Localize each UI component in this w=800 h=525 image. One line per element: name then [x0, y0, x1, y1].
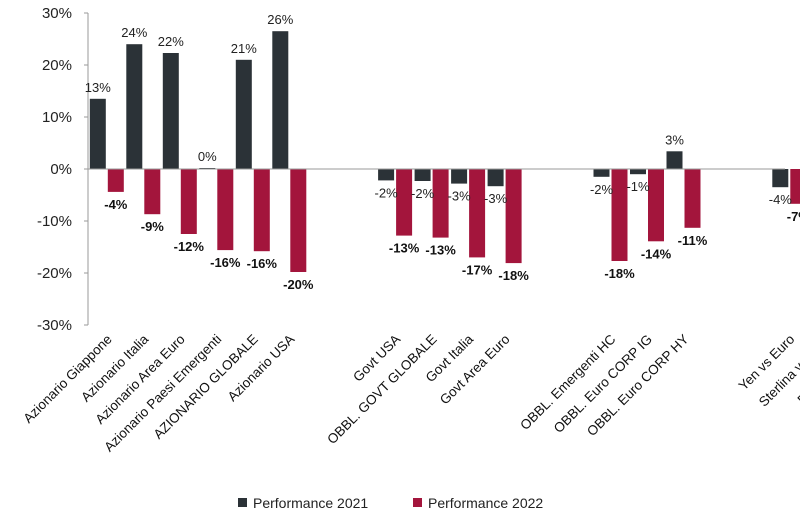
y-tick-label: 10% — [42, 109, 72, 126]
bar-2021-4 — [235, 59, 252, 169]
data-label-2021-4: 21% — [231, 41, 257, 56]
bar-2022-1 — [144, 169, 161, 215]
bar-2021-6 — [378, 169, 395, 181]
y-tick-label: -30% — [37, 317, 72, 334]
bar-2022-2 — [180, 169, 197, 234]
data-label-2022-3: -16% — [210, 255, 241, 270]
bar-2022-8 — [469, 169, 486, 258]
data-label-2021-11: -1% — [626, 179, 650, 194]
legend: Performance 2021 Performance 2022 — [238, 495, 543, 511]
data-label-2021-0: 13% — [85, 80, 111, 95]
bar-2022-3 — [217, 169, 234, 251]
data-label-2021-9: -3% — [484, 191, 508, 206]
bar-2021-1 — [126, 44, 143, 170]
bar-2021-0 — [89, 98, 106, 169]
bar-2021-7 — [414, 169, 431, 181]
bar-2021-2 — [162, 53, 179, 169]
data-label-2022-12: -11% — [678, 233, 708, 248]
bar-2022-0 — [107, 169, 124, 192]
data-label-2022-5: -20% — [283, 277, 314, 292]
bar-2021-5 — [272, 31, 289, 170]
data-label-2022-13: -7% — [787, 209, 800, 224]
bar-2022-11 — [648, 169, 664, 242]
bar-2021-9 — [487, 169, 504, 187]
series-performance-2021-bars — [89, 31, 789, 188]
bar-2022-10 — [611, 169, 628, 261]
y-tick-label: -10% — [37, 213, 72, 230]
legend-swatch-performance-2022 — [413, 498, 422, 507]
data-label-2021-5: 26% — [267, 12, 293, 27]
bar-2022-4 — [253, 169, 270, 252]
data-label-2021-3: 0% — [198, 149, 217, 164]
data-label-2022-1: -9% — [141, 219, 165, 234]
data-label-2021-6: -2% — [375, 185, 399, 200]
y-tick-label: 20% — [42, 57, 72, 74]
bar-2021-11 — [630, 169, 646, 175]
data-label-2021-12: 3% — [665, 132, 684, 147]
data-label-2022-7: -13% — [425, 243, 456, 258]
y-axis-ticks: 30% 20% 10% 0% -10% -20% -30% — [37, 5, 88, 334]
data-label-2022-10: -18% — [604, 266, 635, 281]
data-label-2021-2: 22% — [158, 34, 184, 49]
data-label-2022-9: -18% — [498, 268, 529, 283]
legend-label-performance-2021: Performance 2021 — [253, 495, 368, 511]
bar-2021-10 — [593, 169, 610, 177]
bar-2022-12 — [684, 169, 701, 228]
data-label-2021-7: -2% — [411, 186, 435, 201]
x-tick-label: Azionario USA — [225, 332, 298, 405]
y-tick-label: 0% — [50, 161, 72, 178]
data-label-2022-4: -16% — [247, 256, 278, 271]
data-label-2022-6: -13% — [389, 241, 420, 256]
axes — [87, 13, 785, 325]
data-label-2021-1: 24% — [121, 25, 147, 40]
bar-2022-5 — [290, 169, 307, 272]
bar-2022-6 — [396, 169, 413, 236]
y-tick-label: 30% — [42, 5, 72, 22]
data-label-2021-8: -3% — [448, 189, 472, 204]
bar-2022-9 — [505, 169, 522, 264]
y-tick-label: -20% — [37, 265, 72, 282]
data-label-2022-2: -12% — [174, 239, 205, 254]
data-labels: 13% 24% 22% 0% 21% 26% -2% -2% -3% -3% -2% -1% 3% -4%… — [85, 12, 800, 292]
bar-2021-12 — [666, 151, 683, 169]
bar-2021-8 — [451, 169, 468, 184]
bar-2022-13 — [790, 169, 800, 204]
legend-label-performance-2022: Performance 2022 — [428, 495, 543, 511]
data-label-2022-8: -17% — [462, 262, 493, 277]
bar-2021-13 — [772, 169, 789, 188]
data-label-2021-13: -4% — [769, 192, 793, 207]
data-label-2022-11: -14% — [641, 246, 672, 261]
data-label-2022-0: -4% — [104, 197, 128, 212]
bar-2022-7 — [432, 169, 449, 238]
data-label-2021-10: -2% — [590, 182, 614, 197]
series-performance-2022-bars — [107, 169, 800, 272]
legend-swatch-performance-2021 — [238, 498, 247, 507]
